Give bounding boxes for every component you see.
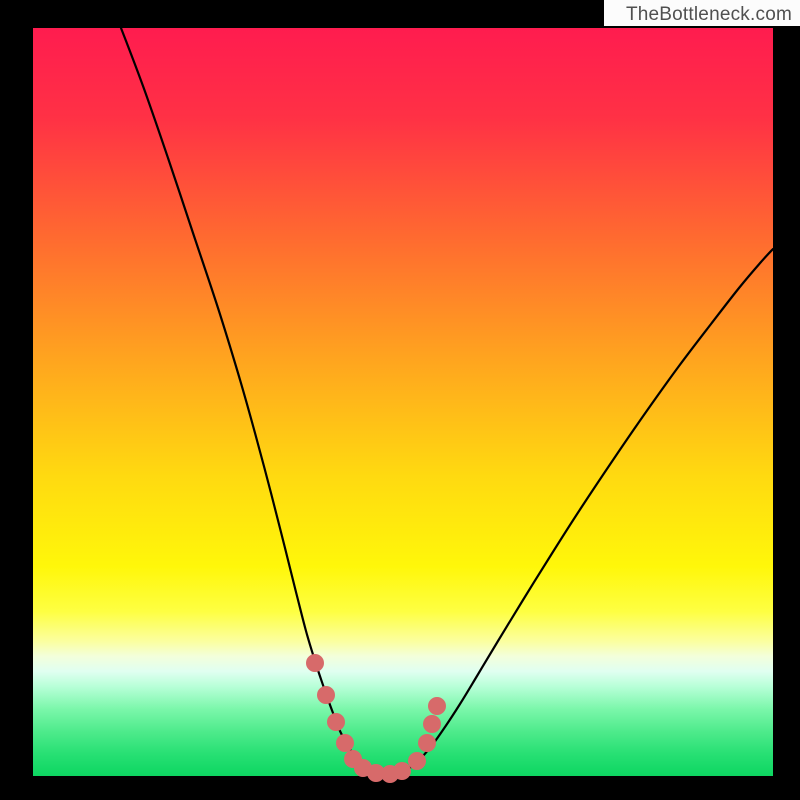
bottleneck-curve (121, 28, 773, 774)
curve-layer (33, 28, 773, 776)
bead (307, 655, 324, 672)
bead (337, 735, 354, 752)
bead (424, 716, 441, 733)
bead (429, 698, 446, 715)
watermark-text: TheBottleneck.com (626, 4, 792, 25)
bead (409, 753, 426, 770)
bead (318, 687, 335, 704)
bead (419, 735, 436, 752)
bead (328, 714, 345, 731)
outer-frame: TheBottleneck.com (0, 0, 800, 800)
watermark-label: TheBottleneck.com (604, 0, 800, 26)
bead (394, 763, 411, 780)
curve-beads (307, 655, 446, 783)
plot-area (33, 28, 773, 776)
